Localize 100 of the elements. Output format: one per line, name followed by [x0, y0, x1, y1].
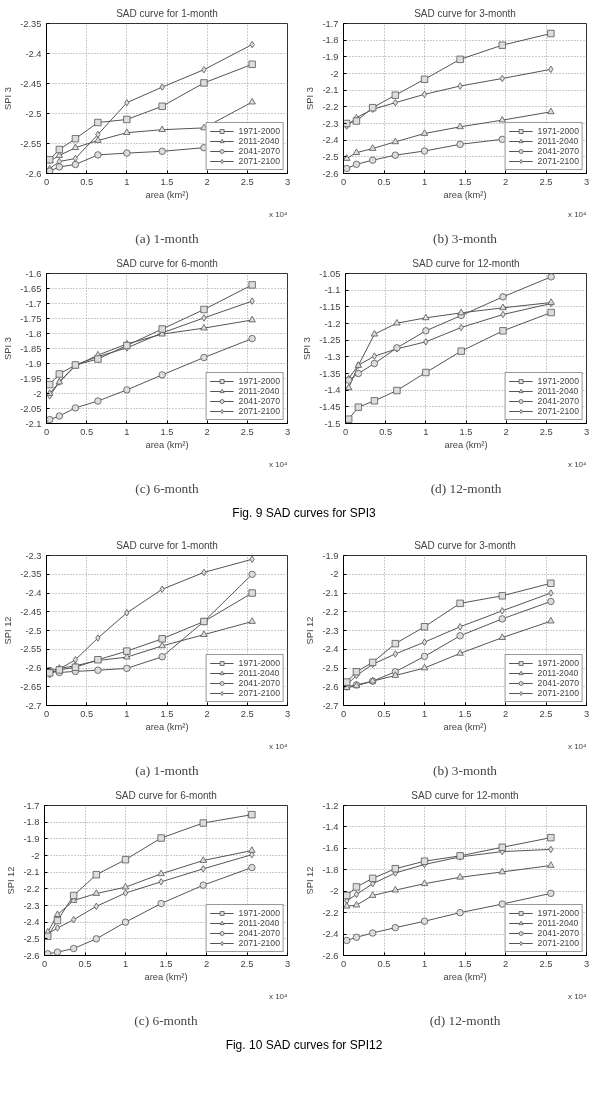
legend-label: 2041-2070	[238, 678, 280, 688]
y-tick-label: -2.7	[25, 700, 42, 711]
y-tick-label: -1.2	[322, 800, 339, 811]
x-tick-label: 3	[284, 958, 291, 969]
x-axis-title: area (km²)	[444, 439, 488, 450]
text: x 10⁴	[268, 741, 289, 751]
y-tick-label: -2.6	[25, 168, 42, 179]
caption: Fig. 9 SAD curves for SPI3	[232, 505, 376, 522]
legend-label: 1971-2000	[238, 658, 280, 668]
legend-label: 2011-2040	[537, 386, 579, 396]
x-tick-label: 0	[43, 426, 50, 437]
text: x 10⁴	[567, 991, 588, 1001]
y-tick-label: -2	[330, 569, 339, 580]
y-axis-title: SPI 12	[305, 866, 316, 895]
x-tick-label: 1	[421, 958, 428, 969]
y-tick-label: -1.2	[324, 318, 341, 329]
y-axis-title: SPI 12	[6, 866, 17, 895]
caption: Fig. 10 SAD curves for SPI12	[225, 1037, 383, 1054]
y-tick-label: -2.5	[322, 663, 339, 673]
x-tick-label: 2	[502, 176, 509, 187]
y-tick-label: -1.4	[324, 385, 341, 396]
x-axis-title: area (km²)	[145, 189, 189, 200]
y-tick-label: -2.4	[25, 588, 42, 598]
x-tick-label: 0	[41, 958, 48, 969]
y-axis-title: SPI 3	[3, 87, 14, 110]
y-tick-label: -2.65	[20, 681, 42, 692]
y-tick-label: -2	[33, 388, 42, 399]
x-tick-label: 2	[204, 708, 210, 719]
x-axis-title: area (km²)	[144, 971, 188, 982]
x-tick-label: 0.5	[80, 176, 94, 187]
y-tick-label: -2.45	[20, 606, 42, 617]
y-tick-label: -2.1	[23, 867, 40, 878]
y-tick-label: -2.4	[322, 644, 339, 655]
legend-label: 2071-2100	[238, 938, 280, 948]
x-tick-label: 3	[583, 426, 590, 437]
y-tick-label: -2.4	[322, 135, 339, 146]
x-tick-label: 1	[423, 426, 429, 437]
y-tick-label: -1.7	[23, 800, 40, 811]
text: (a) 1-month	[135, 762, 199, 778]
y-tick-label: -2.3	[322, 625, 339, 636]
x-tick-label: 1.5	[159, 958, 173, 969]
x-tick-label: 0	[342, 426, 349, 437]
chart-title: SAD curve for 3-month	[414, 539, 516, 551]
legend-label: 2041-2070	[537, 146, 579, 156]
y-tick-label: -2.4	[322, 929, 339, 940]
x-axis-title: area (km²)	[145, 721, 189, 732]
y-tick-label: -1.9	[25, 358, 42, 369]
y-tick-label: -1.3	[324, 351, 341, 362]
legend-label: 2041-2070	[238, 928, 280, 938]
x-tick-label: 0	[43, 708, 50, 719]
y-axis-title: SPI 3	[305, 87, 316, 110]
y-tick-label: -2.6	[322, 681, 339, 692]
legend-label: 2011-2040	[238, 668, 280, 678]
x-tick-label: 2.5	[539, 176, 553, 187]
x-tick-label: 3	[284, 708, 291, 719]
y-tick-label: -1.25	[319, 335, 341, 346]
x-tick-label: 1.5	[160, 426, 174, 437]
x-tick-label: 3	[284, 176, 291, 187]
text: x 10⁴	[567, 741, 588, 751]
y-tick-label: -1.75	[20, 313, 42, 324]
legend-label: 1971-2000	[238, 376, 280, 386]
y-tick-label: -1.6	[322, 843, 339, 854]
chart-title: SAD curve for 6-month	[116, 257, 218, 269]
x-tick-label: 2.5	[539, 958, 553, 969]
x-tick-label: 0.5	[377, 958, 391, 969]
y-tick-label: -1.15	[319, 301, 341, 312]
text: (c) 6-month	[134, 1012, 198, 1028]
text: x 10⁴	[268, 459, 289, 469]
y-tick-label: -1.9	[23, 833, 40, 844]
y-tick-label: -2.55	[20, 644, 42, 655]
x-tick-label: 2	[502, 958, 509, 969]
x-tick-label: 0	[340, 176, 347, 187]
y-tick-label: -1.45	[319, 401, 341, 412]
legend-label: 2071-2100	[238, 688, 280, 698]
x-axis-title: area (km²)	[443, 971, 487, 982]
legend-label: 2041-2070	[537, 678, 579, 688]
legend-label: 2011-2040	[537, 918, 579, 928]
x-tick-label: 2.5	[539, 708, 553, 719]
text: (b) 3-month	[432, 230, 498, 246]
x-tick-label: 0.5	[377, 708, 391, 719]
text: x 10⁴	[268, 991, 289, 1001]
y-axis-title: SPI 3	[302, 337, 313, 360]
y-tick-label: -2.1	[322, 588, 339, 598]
chart-title: SAD curve for 12-month	[412, 257, 520, 269]
x-axis-title: area (km²)	[443, 189, 487, 200]
x-tick-label: 3	[583, 708, 590, 719]
x-tick-label: 2.5	[240, 708, 254, 719]
y-tick-label: -2.2	[322, 907, 339, 918]
x-tick-label: 0.5	[78, 958, 92, 969]
legend-label: 2011-2040	[537, 136, 579, 146]
y-tick-label: -1.65	[20, 283, 42, 294]
y-tick-label: -1.85	[20, 343, 42, 354]
legend-label: 2011-2040	[238, 918, 280, 928]
y-tick-label: -1.4	[322, 821, 339, 832]
legend-label: 1971-2000	[537, 658, 579, 668]
legend-label: 1971-2000	[537, 376, 579, 386]
y-axis-title: SPI 12	[305, 616, 316, 645]
legend-label: 1971-2000	[238, 126, 280, 136]
x-tick-label: 1	[421, 176, 428, 187]
y-tick-label: -2.6	[23, 950, 40, 961]
